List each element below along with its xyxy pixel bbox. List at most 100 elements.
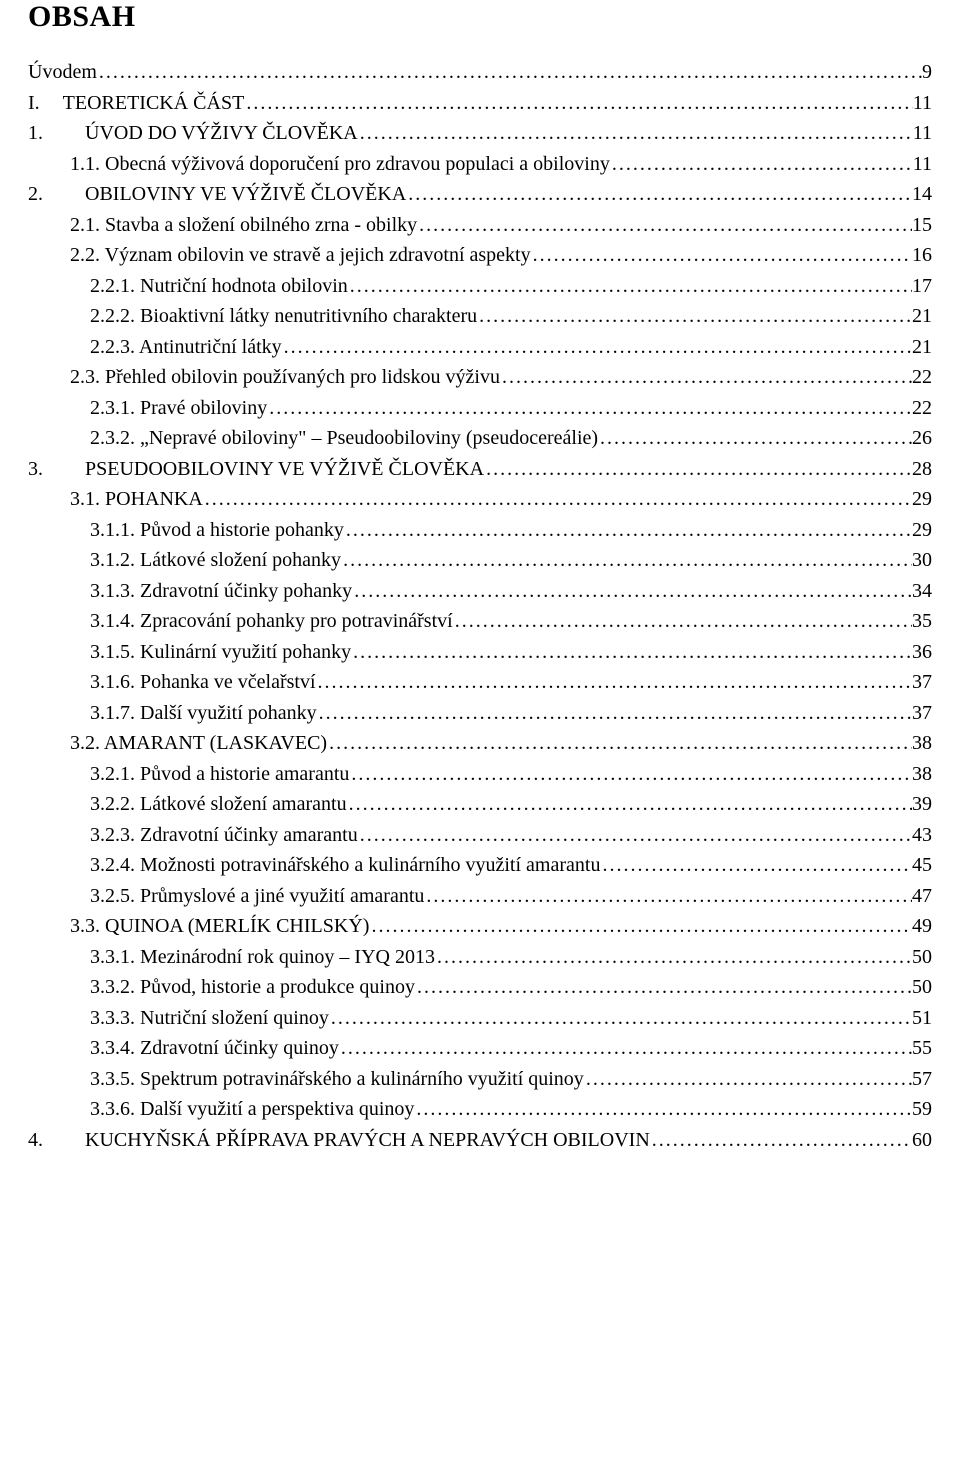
toc-entry-page: 16 (912, 245, 932, 265)
toc-entry-page: 36 (912, 642, 932, 662)
toc-entry: 3.2.3. Zdravotní účinky amarantu43 (28, 825, 932, 845)
toc-leader-dots (352, 581, 912, 601)
toc-entry-title: AMARANT (LASKAVEC) (104, 732, 327, 754)
toc-entry-title: Původ a historie amarantu (140, 763, 349, 785)
toc-entry-label: 3.1.6. Pohanka ve včelařství (90, 672, 316, 692)
toc-entry-label: 3.3.2. Původ, historie a produkce quinoy (90, 977, 415, 997)
toc-entry-label: 3.1. POHANKA (70, 489, 203, 509)
toc-entry-label: 2.2. Význam obilovin ve stravě a jejich … (70, 245, 531, 265)
toc-entry-page: 47 (912, 886, 932, 906)
toc-entry-page: 38 (912, 764, 932, 784)
toc-entry-title: Další využití a perspektiva quinoy (140, 1098, 414, 1120)
toc-entry: 3.1. POHANKA29 (28, 489, 932, 509)
toc-entry-label: 3.2. AMARANT (LASKAVEC) (70, 733, 327, 753)
toc-entry-page: 11 (913, 154, 932, 174)
toc-leader-dots (417, 215, 912, 235)
toc-entry-number: 3.3.4. (90, 1038, 135, 1058)
toc-entry-page: 51 (912, 1008, 932, 1028)
toc-entry-page: 43 (912, 825, 932, 845)
toc-leader-dots (406, 184, 912, 204)
toc-entry-number: 2.2.1. (90, 276, 135, 296)
toc-entry: 3.1.5. Kulinární využití pohanky36 (28, 642, 932, 662)
toc-entry: 2.3.1. Pravé obiloviny 22 (28, 398, 932, 418)
toc-leader-dots (414, 1099, 912, 1119)
toc-entry-title: Pravé obiloviny (140, 397, 267, 419)
toc-entry-title: Spektrum potravinářského a kulinárního v… (140, 1068, 584, 1090)
toc-entry: 2.2.2. Bioaktivní látky nenutritivního c… (28, 306, 932, 326)
toc-entry-title: Zdravotní účinky quinoy (140, 1037, 339, 1059)
toc-entry-page: 9 (922, 62, 932, 82)
toc-entry-label: 3.3. QUINOA (MERLÍK CHILSKÝ) (70, 916, 369, 936)
toc-entry-title: Pohanka ve včelařství (140, 671, 316, 693)
toc-entry: 3.1.7. Další využití pohanky37 (28, 703, 932, 723)
toc-leader-dots (650, 1130, 912, 1150)
toc-entry-title: Zpracování pohanky pro potravinářství (140, 610, 453, 632)
toc-entry: 3.2.4. Možnosti potravinářského a kuliná… (28, 855, 932, 875)
toc-entry-label: 3.1.7. Další využití pohanky (90, 703, 317, 723)
toc-entry-number: 3.2.2. (90, 794, 135, 814)
toc-entry-number: 2. (28, 184, 80, 204)
toc-entry-title: Možnosti potravinářského a kulinárního v… (140, 854, 600, 876)
toc-entry-label: 2.2.1. Nutriční hodnota obilovin (90, 276, 348, 296)
toc-leader-dots (203, 489, 912, 509)
toc-entry-number: 3.3.2. (90, 977, 135, 997)
toc-entry-title: Přehled obilovin používaných pro lidskou… (105, 366, 500, 388)
toc-leader-dots (598, 428, 912, 448)
toc-entry-page: 34 (912, 581, 932, 601)
toc-entry-title: PSEUDOOBILOVINY VE VÝŽIVĚ ČLOVĚKA (85, 458, 484, 480)
toc-entry: 2.2.1. Nutriční hodnota obilovin17 (28, 276, 932, 296)
toc-leader-dots (267, 398, 912, 418)
toc-entry-number: 3.1. (70, 489, 100, 509)
toc-entry-label: 3.3.4. Zdravotní účinky quinoy (90, 1038, 339, 1058)
toc-entry-title: Další využití pohanky (140, 702, 317, 724)
toc-entry-number: 2.3.1. (90, 398, 135, 418)
toc-entry-number: I. (28, 93, 58, 113)
toc-entry-title: QUINOA (MERLÍK CHILSKÝ) (105, 915, 369, 937)
toc-entry: 2.2. Význam obilovin ve stravě a jejich … (28, 245, 932, 265)
toc-entry-label: 4. KUCHYŇSKÁ PŘÍPRAVA PRAVÝCH A NEPRAVÝC… (28, 1130, 650, 1150)
toc-entry-number: 3.3.1. (90, 947, 135, 967)
toc-entry-number: 3.3. (70, 916, 100, 936)
toc-entry-page: 14 (912, 184, 932, 204)
toc-entry-title: Kulinární využití pohanky (140, 641, 351, 663)
toc-entry-page: 38 (912, 733, 932, 753)
toc-entry: 3.3.3. Nutriční složení quinoy51 (28, 1008, 932, 1028)
toc-entry-label: 3.3.1. Mezinárodní rok quinoy – IYQ 2013 (90, 947, 435, 967)
toc-entry-number: 2.2. (70, 245, 100, 265)
toc-entry-page: 45 (912, 855, 932, 875)
toc-entry-label: 3.1.2. Látkové složení pohanky (90, 550, 341, 570)
toc-entry-number: 3.2.4. (90, 855, 135, 875)
toc-leader-dots (339, 1038, 912, 1058)
toc-entry-title: Původ a historie pohanky (140, 519, 344, 541)
toc-entry-number: 2.1. (70, 215, 100, 235)
toc-entry-label: 2.3.1. Pravé obiloviny (90, 398, 267, 418)
toc-entry: 3.1.6. Pohanka ve včelařství37 (28, 672, 932, 692)
toc-leader-dots (369, 916, 912, 936)
toc-entry-label: 1.1. Obecná výživová doporučení pro zdra… (70, 154, 610, 174)
toc-entry-number: 1. (28, 123, 80, 143)
toc-leader-dots (500, 367, 912, 387)
toc-entry-number: 3.1.7. (90, 703, 135, 723)
toc-entry-title: Látkové složení pohanky (140, 549, 341, 571)
toc-entry-page: 50 (912, 947, 932, 967)
toc-entry-title: OBILOVINY VE VÝŽIVĚ ČLOVĚKA (85, 183, 406, 205)
toc-entry-number: 3.1.4. (90, 611, 135, 631)
toc-entry-number: 2.2.3. (90, 337, 135, 357)
toc-entry: 4. KUCHYŇSKÁ PŘÍPRAVA PRAVÝCH A NEPRAVÝC… (28, 1130, 932, 1150)
toc-leader-dots (358, 123, 913, 143)
toc-entry-number: 2.3.2. (90, 428, 135, 448)
toc-entry: 2.3. Přehled obilovin používaných pro li… (28, 367, 932, 387)
toc-entry: 3.1.2. Látkové složení pohanky30 (28, 550, 932, 570)
toc-entry-page: 11 (913, 123, 932, 143)
toc-leader-dots (453, 611, 912, 631)
toc-entry: 3.1.4. Zpracování pohanky pro potravinář… (28, 611, 932, 631)
toc-entry: 3.2.2. Látkové složení amarantu39 (28, 794, 932, 814)
toc-entry-page: 22 (912, 398, 932, 418)
toc-entry-label: 3.2.1. Původ a historie amarantu (90, 764, 349, 784)
toc-entry-number: 3. (28, 459, 80, 479)
toc-entry: Úvodem9 (28, 62, 932, 82)
toc-entry-number: 2.3. (70, 367, 100, 387)
toc-leader-dots (244, 93, 912, 113)
toc-entry-title: Průmyslové a jiné využití amarantu (140, 885, 424, 907)
toc-entry-number: 3.3.6. (90, 1099, 135, 1119)
